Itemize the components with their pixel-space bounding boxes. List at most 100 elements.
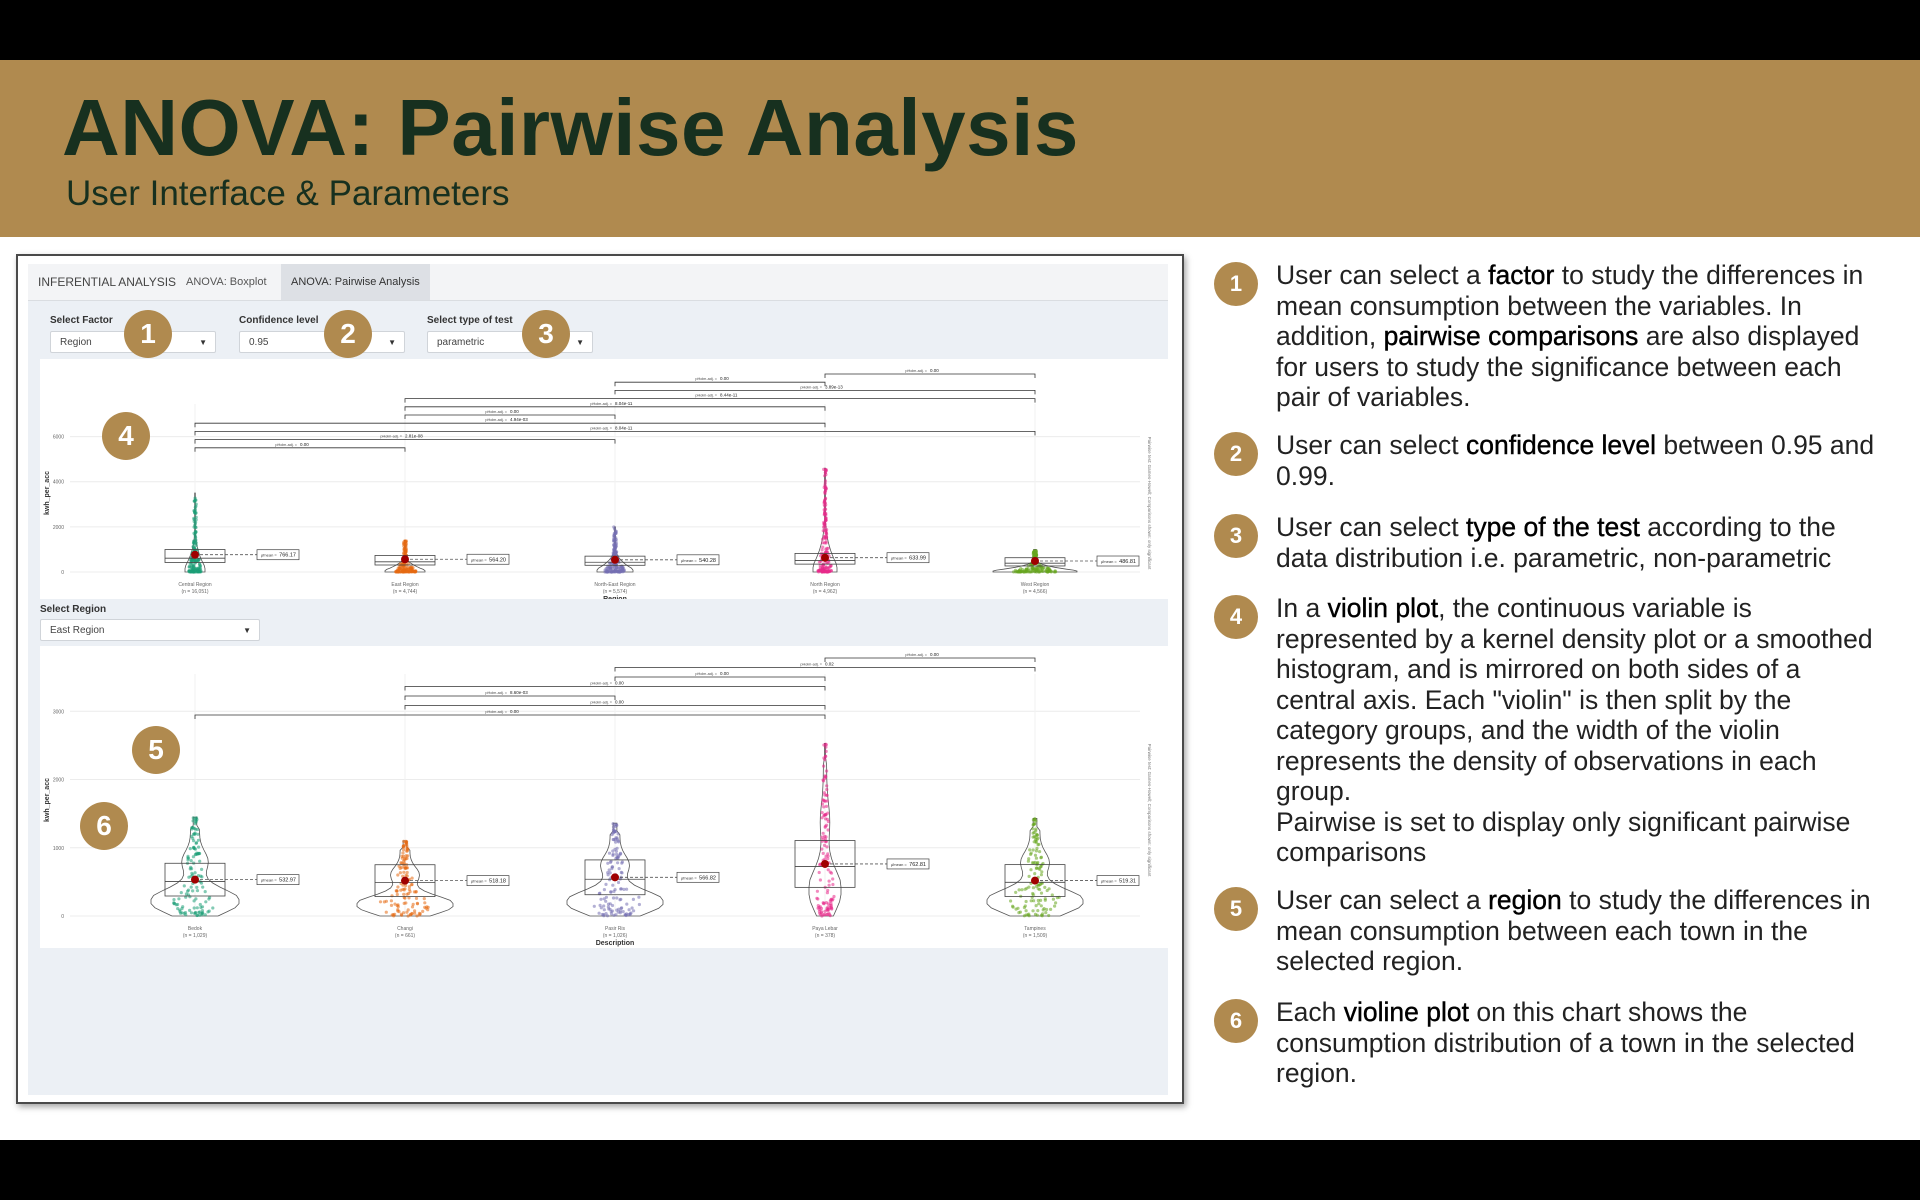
data-point (819, 878, 822, 881)
data-point (185, 892, 188, 895)
data-point (396, 893, 399, 896)
tab-inferential-analysis[interactable]: INFERENTIAL ANALYSIS (28, 264, 186, 300)
data-point (824, 487, 827, 490)
data-point (426, 908, 429, 911)
town-violin-plot: 0 1000 2000 3000 kwh_per_acc Description Pairw… (40, 646, 1168, 948)
data-point (194, 526, 197, 529)
data-point (407, 566, 410, 569)
data-point (201, 912, 204, 915)
test-type-label: Select type of test (427, 315, 513, 326)
pairwise-prefix: pHolm-adj. = (590, 402, 612, 406)
data-point (616, 847, 619, 850)
data-point (617, 881, 620, 884)
side-caption: Pairwise test: Games-Howell; Comparisons… (1147, 437, 1152, 571)
data-point (826, 852, 829, 855)
pairwise-label: 0.00 (720, 376, 729, 381)
pairwise-label: 0.00 (510, 709, 519, 714)
data-point (1027, 913, 1030, 916)
data-point (192, 565, 195, 568)
region-select-value: East Region (50, 625, 104, 636)
y-tick-label: 0 (61, 914, 64, 920)
data-point (396, 908, 399, 911)
pairwise-prefix: pHolm-adj. = (485, 710, 507, 714)
data-point (396, 885, 399, 888)
data-point (193, 899, 196, 902)
pairwise-label: 0.00 (720, 671, 729, 676)
confidence-label: Confidence level (239, 315, 318, 326)
x-tick-label: Pasir Ris (605, 926, 626, 932)
data-point (826, 857, 829, 860)
note-number: 3 (1214, 514, 1258, 558)
data-point (625, 903, 628, 906)
y-tick-label: 2000 (53, 525, 64, 531)
data-point (404, 552, 407, 555)
data-point (621, 566, 624, 569)
region-select[interactable]: East Region ▼ (40, 619, 260, 641)
pairwise-prefix: pHolm-adj. = (905, 369, 927, 373)
data-point (608, 878, 611, 881)
data-point (619, 852, 622, 855)
data-point (1048, 887, 1051, 890)
data-point (195, 818, 198, 821)
y-axis-label: kwh_per_acc (44, 778, 51, 822)
data-point (611, 833, 614, 836)
data-point (825, 901, 828, 904)
data-point (618, 898, 621, 901)
data-point (824, 482, 827, 485)
data-point (192, 545, 195, 548)
data-point (418, 913, 421, 916)
x-tick-count: (n = 378) (815, 933, 835, 939)
data-point (620, 907, 623, 910)
y-tick-label: 0 (61, 570, 64, 576)
confidence-select[interactable]: 0.95 ▼ (239, 331, 405, 353)
badge-6: 6 (80, 802, 128, 850)
tab-anova-pairwise[interactable]: ANOVA: Pairwise Analysis (281, 264, 430, 300)
data-point (816, 890, 819, 893)
data-point (1037, 570, 1040, 573)
data-point (615, 566, 618, 569)
data-point (593, 905, 596, 908)
factor-label: Select Factor (50, 315, 113, 326)
data-point (1045, 570, 1048, 573)
data-point (415, 897, 418, 900)
badge-5: 5 (132, 726, 180, 774)
data-point (832, 895, 835, 898)
x-tick-count: (n = 4,962) (813, 589, 838, 595)
data-point (192, 839, 195, 842)
mean-dot-4 (821, 860, 829, 868)
note-number: 5 (1214, 887, 1258, 931)
data-point (614, 913, 617, 916)
x-tick-label: North Region (810, 582, 840, 588)
data-point (401, 851, 404, 854)
data-point (392, 914, 395, 917)
data-point (1040, 873, 1043, 876)
pairwise-label: 0.00 (930, 652, 939, 657)
data-point (827, 868, 830, 871)
x-tick-label: Paya Lebar (812, 926, 838, 932)
region-violin-plot: 0200040006000kwh_per_accRegionPairwise t… (40, 359, 1168, 599)
data-point (1029, 868, 1032, 871)
data-point (1033, 872, 1036, 875)
data-point (602, 913, 605, 916)
data-point (613, 543, 616, 546)
data-point (828, 884, 831, 887)
data-point (822, 765, 825, 768)
data-point (402, 840, 405, 843)
mean-label: 566.82 (699, 875, 716, 881)
region-label: Select Region (40, 604, 106, 615)
data-point (172, 898, 175, 901)
data-point (599, 898, 602, 901)
pairwise-bracket (825, 374, 1035, 378)
data-point (405, 893, 408, 896)
pairwise-bracket (405, 399, 1035, 403)
data-point (1034, 854, 1037, 857)
pairwise-bracket (195, 448, 405, 452)
data-point (192, 833, 195, 836)
tab-anova-boxplot[interactable]: ANOVA: Boxplot (176, 264, 277, 300)
data-point (402, 848, 405, 851)
data-point (409, 913, 412, 916)
note-number: 6 (1214, 999, 1258, 1043)
x-tick-count: (n = 1,029) (183, 933, 208, 939)
data-point (822, 852, 825, 855)
data-point (611, 865, 614, 868)
